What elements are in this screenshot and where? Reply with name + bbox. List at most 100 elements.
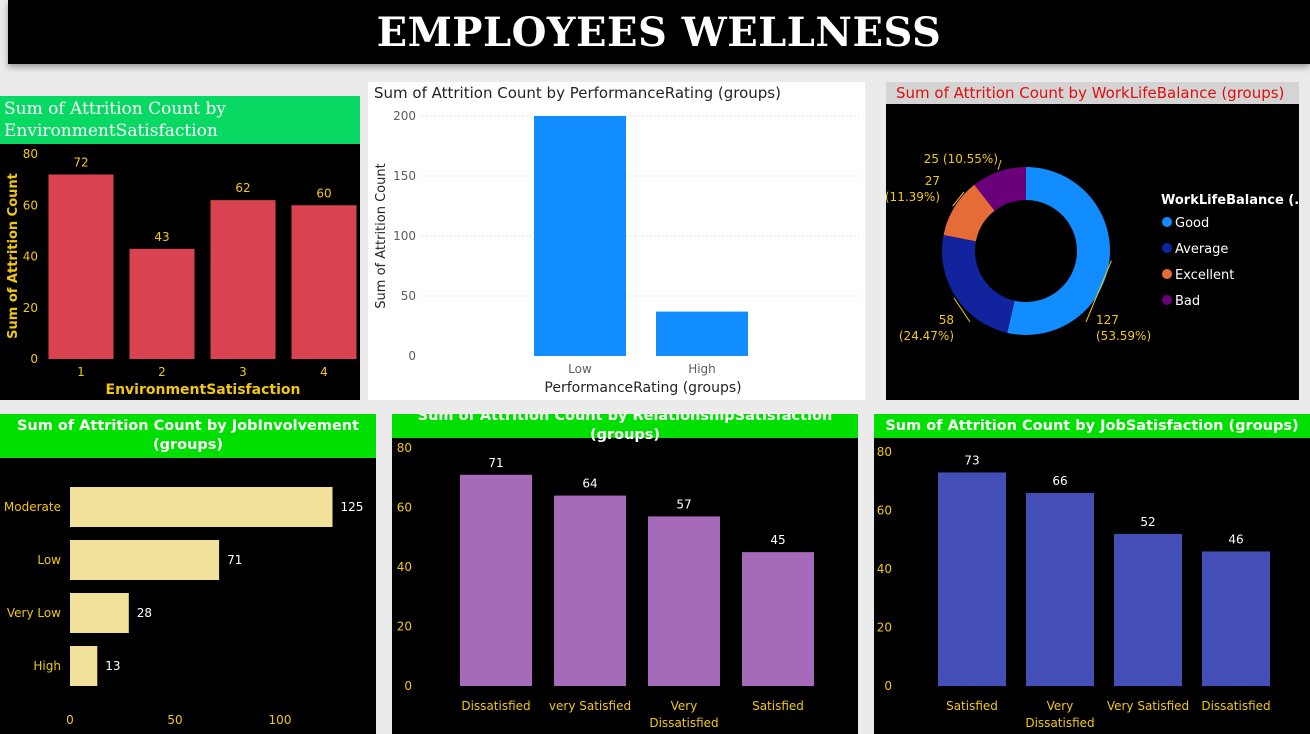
worklife-balance-title: Sum of Attrition Count by WorkLifeBalanc… xyxy=(896,84,1285,102)
legend-label: Average xyxy=(1175,242,1228,257)
worklife-balance-panel[interactable]: Sum of Attrition Count by WorkLifeBalanc… xyxy=(886,82,1299,400)
bar-4 xyxy=(291,205,357,359)
relationship-satisfaction-title-bar: Sum of Attrition Count by RelationshipSa… xyxy=(392,414,858,443)
bar-dissatisfied xyxy=(460,474,532,686)
slice-leader-line xyxy=(953,297,971,323)
performance-rating-title-bar: Sum of Attrition Count by PerformanceRat… xyxy=(368,82,865,104)
data-label: 66 xyxy=(1052,474,1067,488)
legend-marker-average xyxy=(1162,243,1172,253)
x-tick-label: Satisfied xyxy=(946,699,998,713)
legend-marker-good xyxy=(1162,217,1172,227)
y-tick-label: 0 xyxy=(408,349,416,363)
bar-high xyxy=(656,311,748,356)
x-tick-label: High xyxy=(688,362,716,376)
worklife-balance-chart: 127 (53.59%) 58 (24.47%) 27 (11.39%) 25 (10.55… xyxy=(886,152,1299,343)
data-label: 71 xyxy=(488,456,503,470)
relationship-satisfaction-title: Sum of Attrition Count by RelationshipSa… xyxy=(417,414,833,443)
y-tick-label: 60 xyxy=(397,501,412,515)
x-axis-title: EnvironmentSatisfaction xyxy=(106,382,301,398)
performance-rating-title: Sum of Attrition Count by PerformanceRat… xyxy=(374,84,781,102)
data-label: 13 xyxy=(105,659,120,673)
bar-high xyxy=(70,646,98,686)
x-tick-label: Very Satisfied xyxy=(1107,699,1189,713)
relationship-satisfaction-panel[interactable]: Sum of Attrition Count by RelationshipSa… xyxy=(392,414,858,734)
y-tick-label: 60 xyxy=(23,198,38,212)
data-label: 45 xyxy=(770,533,785,547)
y-axis-title: Sum of Attrition Count xyxy=(6,173,21,339)
bar-3 xyxy=(210,200,276,359)
env-satisfaction-panel[interactable]: Sum of Attrition Count by EnvironmentSat… xyxy=(0,96,360,400)
slice-excellent xyxy=(943,184,995,242)
slice-leader-line xyxy=(997,159,1002,170)
y-tick-label: 80 xyxy=(877,445,892,459)
x-axis-title: PerformanceRating (groups) xyxy=(544,380,741,396)
y-tick-label: 80 xyxy=(397,441,412,455)
performance-rating-panel[interactable]: Sum of Attrition Count by PerformanceRat… xyxy=(368,82,865,400)
bar-1 xyxy=(48,174,114,359)
slice-label: 27 xyxy=(925,174,940,188)
bar-very-satisfied xyxy=(554,495,626,686)
env-satisfaction-title-bar: Sum of Attrition Count by EnvironmentSat… xyxy=(0,96,360,144)
data-label: 52 xyxy=(1140,515,1155,529)
data-label: 46 xyxy=(1228,532,1243,546)
env-satisfaction-title: Sum of Attrition Count by EnvironmentSat… xyxy=(4,99,226,141)
slice-leader-line xyxy=(952,191,965,207)
job-satisfaction-title-bar: Sum of Attrition Count by JobSatisfactio… xyxy=(874,414,1310,438)
data-label: 73 xyxy=(964,453,979,467)
relationship-satisfaction-chart: 0 20 40 60 80 71 Dissatisfied 64 very Satisfied 5… xyxy=(397,441,814,730)
dashboard-title: EMPLOYEES WELLNESS xyxy=(376,8,942,56)
slice-label: 127 xyxy=(1096,313,1119,327)
y-tick-label: 0 xyxy=(30,352,38,366)
x-tick-label: Dissatisfied xyxy=(1025,716,1094,730)
data-label: 62 xyxy=(235,181,250,195)
slice-label: (53.59%) xyxy=(1096,329,1151,343)
y-tick-label: 150 xyxy=(393,169,416,183)
x-tick-label: Dissatisfied xyxy=(461,699,530,713)
worklife-balance-title-bar: Sum of Attrition Count by WorkLifeBalanc… xyxy=(886,82,1299,104)
env-satisfaction-chart: 0 20 40 60 80 72 1 43 2 62 3 60 4 EnvironmentSatisfac… xyxy=(6,147,357,398)
x-tick-label: Low xyxy=(568,362,592,376)
x-tick-label: Very xyxy=(671,699,698,713)
x-tick-label: Dissatisfied xyxy=(649,716,718,730)
bar-low xyxy=(70,540,220,580)
job-satisfaction-panel[interactable]: Sum of Attrition Count by JobSatisfactio… xyxy=(874,414,1310,734)
performance-rating-chart: 0 50 100 150 200 Low High PerformanceRating (gr… xyxy=(374,109,860,396)
job-involvement-panel[interactable]: Sum of Attrition Count by JobInvolvement… xyxy=(0,414,376,734)
y-tick-label: High xyxy=(33,659,61,673)
y-tick-label: 50 xyxy=(401,289,416,303)
y-axis-title: Sum of Attrition Count xyxy=(374,163,389,308)
job-involvement-title: Sum of Attrition Count by JobInvolvement… xyxy=(16,418,360,453)
job-satisfaction-title: Sum of Attrition Count by JobSatisfactio… xyxy=(885,417,1299,434)
y-tick-label: 40 xyxy=(397,560,412,574)
bar-very-dissatisfied xyxy=(1026,492,1094,686)
data-label: 60 xyxy=(316,186,331,200)
legend-label: Good xyxy=(1175,216,1209,231)
x-tick-label: Very xyxy=(1047,699,1074,713)
bar-satisfied xyxy=(742,552,814,686)
x-tick-label: 2 xyxy=(158,365,166,379)
y-tick-label: 20 xyxy=(397,620,412,634)
x-tick-label: 4 xyxy=(320,365,328,379)
y-tick-label: 40 xyxy=(877,562,892,576)
y-tick-label: 200 xyxy=(393,109,416,123)
y-tick-label: 100 xyxy=(393,229,416,243)
x-tick-label: very Satisfied xyxy=(549,699,631,713)
legend-title: WorkLifeBalance (... xyxy=(1161,193,1299,208)
y-tick-label: 80 xyxy=(23,147,38,161)
bar-low xyxy=(534,116,626,356)
bar-moderate xyxy=(70,487,333,527)
x-tick-label: 1 xyxy=(77,365,85,379)
legend-marker-excellent xyxy=(1162,269,1172,279)
slice-label: 25 (10.55%) xyxy=(924,152,998,166)
x-tick-label: Satisfied xyxy=(752,699,804,713)
job-satisfaction-chart: 0 20 40 60 80 73 Satisfied 66 Very Dissatisfied 52… xyxy=(877,445,1271,730)
y-tick-label: Moderate xyxy=(4,500,61,514)
y-tick-label: Low xyxy=(37,553,61,567)
data-label: 57 xyxy=(676,497,691,511)
x-tick-label: 50 xyxy=(167,713,182,727)
data-label: 71 xyxy=(227,553,242,567)
x-tick-label: 0 xyxy=(66,713,74,727)
y-tick-label: Very Low xyxy=(7,606,61,620)
bar-very-dissatisfied xyxy=(648,516,720,686)
y-tick-label: 20 xyxy=(23,301,38,315)
